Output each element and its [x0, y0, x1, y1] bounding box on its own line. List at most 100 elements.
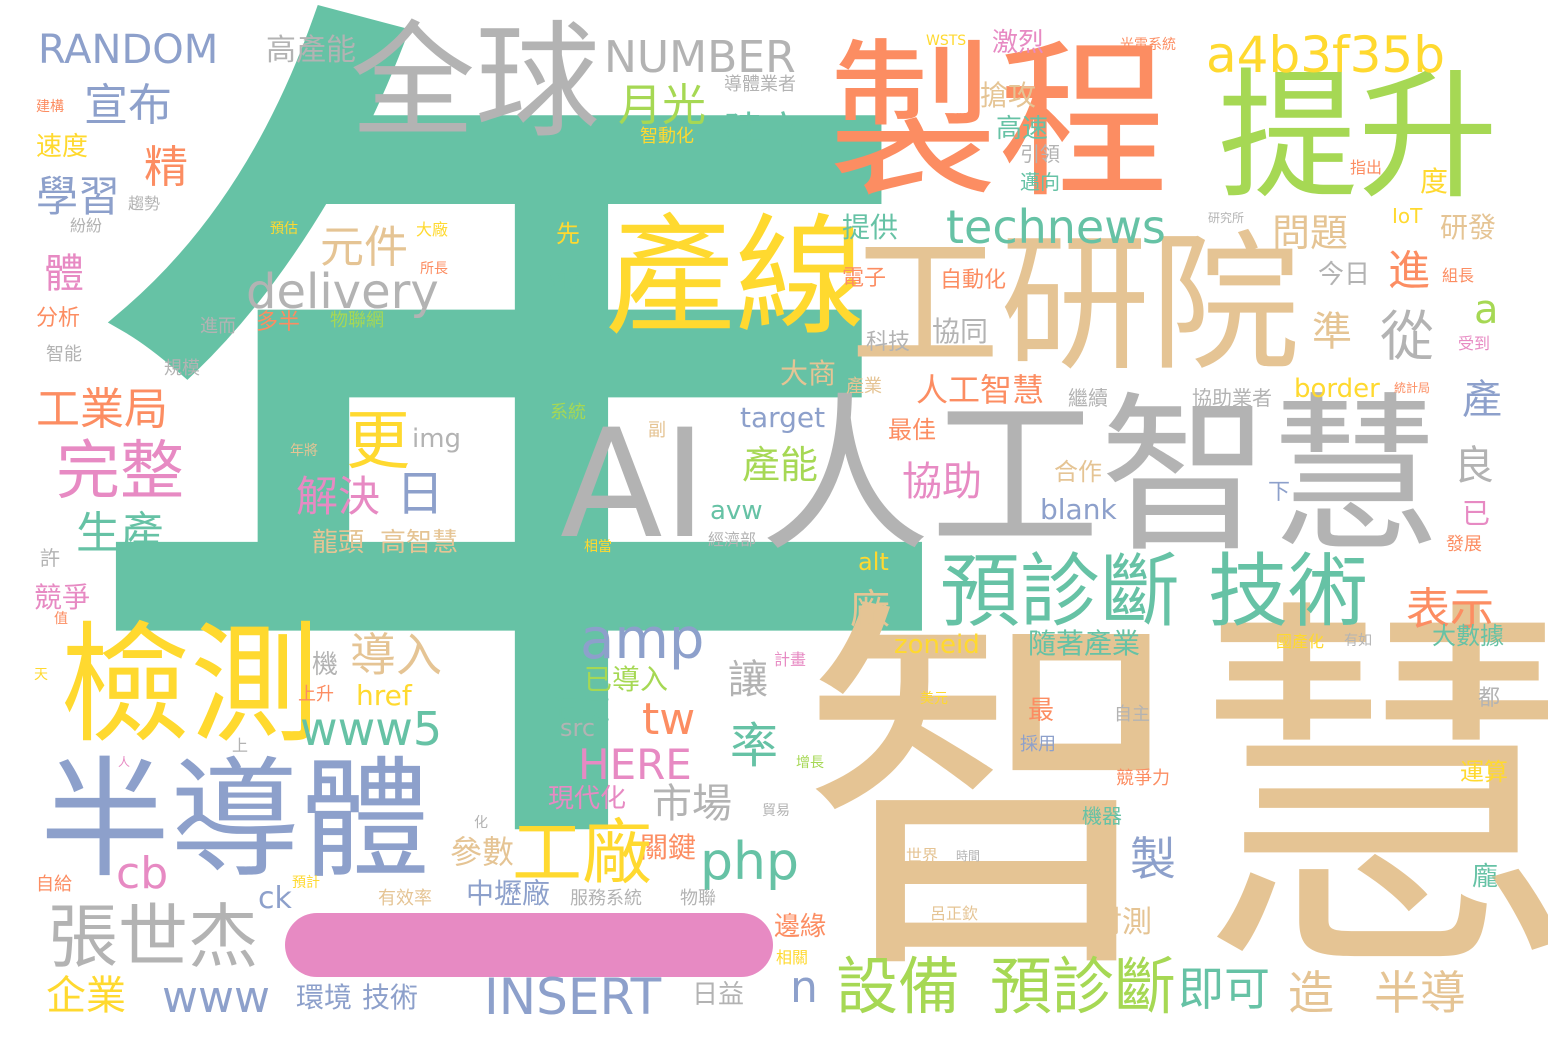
word-keji: 科技 — [866, 330, 911, 355]
word-jinri: 今日 — [1318, 260, 1371, 290]
word-zhineng: 智能 — [46, 344, 82, 365]
word-yunsuan: 運算 — [1460, 758, 1508, 786]
word-shichang: 市場 — [652, 781, 732, 827]
word-qianggong: 搶攻 — [980, 79, 1037, 112]
word-jianli: 建立 — [724, 109, 804, 155]
word-dou: 都 — [1478, 686, 1501, 711]
word-wulianwang: 物聯網 — [330, 310, 384, 331]
word-www: www — [162, 972, 270, 1023]
word-kexie: 協同 — [932, 315, 989, 348]
word-xia: 下 — [1268, 480, 1291, 505]
word-amp: amp — [580, 607, 705, 672]
word-daotiyezhe: 導體業者 — [724, 74, 796, 95]
word-yuanjian: 元件 — [320, 222, 408, 273]
word-random: RANDOM — [38, 27, 219, 73]
word-jishu: 技術 — [1208, 545, 1368, 638]
word-avw: avw — [710, 496, 763, 526]
word-zidonghua: 自動化 — [940, 268, 1007, 293]
word-changneng: 產能 — [742, 443, 819, 487]
word-geng: 更 — [346, 405, 410, 479]
word-gaosu: 高速 — [996, 114, 1049, 144]
word-jing: 精 — [144, 142, 188, 193]
word-href: href — [356, 679, 412, 712]
word-zao: 造 — [1288, 966, 1334, 1020]
word-du: 度 — [1420, 165, 1449, 198]
word-suduo: 速度 — [36, 132, 89, 162]
word-shoudao: 受到 — [1458, 334, 1491, 353]
word-ti: 體 — [44, 251, 84, 297]
word-fenxi: 分析 — [36, 306, 81, 331]
word-shizhi: 時間 — [956, 849, 981, 863]
word-ai: AI — [560, 398, 707, 572]
word-insert: INSERT — [484, 968, 662, 1026]
word-target: target — [740, 401, 826, 434]
word-img: img — [412, 424, 462, 454]
word-a: a — [1474, 287, 1499, 333]
word-a4b3f35b: a4b3f35b — [1206, 26, 1445, 84]
word-php: php — [700, 832, 799, 892]
word-zuzhang: 組長 — [1442, 266, 1475, 285]
word-zhongli: 中壢廠 — [466, 877, 551, 910]
word-duoban: 多半 — [256, 310, 301, 335]
word-yuzhenduan: 預診斷 — [940, 545, 1180, 638]
word-chanxian: 產線 — [605, 201, 866, 353]
word-bandao: 半導 — [1374, 966, 1466, 1020]
word-liang: 良 — [1454, 443, 1494, 489]
word-lvzhengqin: 呂正欽 — [930, 904, 979, 923]
word-zhicheng: 製程 — [828, 24, 1169, 222]
word-jihua: 計畫 — [774, 650, 807, 669]
word-yugu: 預估 — [270, 221, 298, 237]
word-yanfa: 研發 — [1440, 211, 1497, 244]
word-jiangou: 建構 — [36, 99, 64, 115]
word-xiezhu: 協助 — [902, 459, 982, 505]
word-shebei: 設備 — [836, 950, 961, 1023]
word-delivery: delivery — [246, 264, 439, 320]
word-chan: 產 — [1462, 377, 1502, 423]
word-chanye: 產業 — [846, 376, 882, 397]
word-zui: 最 — [1028, 696, 1055, 726]
word-jilie: 激烈 — [992, 28, 1045, 58]
word-jiejue: 解決 — [296, 472, 381, 521]
word-shijie: 世界 — [906, 846, 939, 865]
word-chang: 廠 — [850, 587, 890, 633]
word-ren: 人 — [118, 755, 131, 769]
word-here: HERE — [578, 740, 692, 789]
word-jixu: 繼續 — [1068, 386, 1108, 410]
word-riyi: 日益 — [692, 980, 745, 1010]
word-fuwu: 服務系統 — [570, 888, 642, 909]
word-xiandaihua: 現代化 — [548, 784, 627, 814]
word-jin: 進 — [1388, 246, 1431, 295]
word-tw: tw — [642, 694, 696, 745]
word-yi: 已 — [1462, 497, 1491, 530]
word-zengzhang: 增長 — [796, 755, 824, 771]
word-guochanhua: 國產化 — [1276, 632, 1325, 651]
word-wanzheng: 完整 — [56, 435, 184, 509]
word-technews: technews — [946, 200, 1166, 254]
word-shangsheng: 上升 — [298, 684, 334, 705]
word-zizhu: 自主 — [1114, 704, 1150, 725]
word-gongyanyuan: 工研院 — [850, 218, 1301, 392]
word-jiqi2: 機器 — [1082, 804, 1122, 828]
word-gaochanneng: 高產能 — [266, 33, 356, 68]
word-lv: 率 — [730, 718, 779, 774]
word-dachang: 大廠 — [416, 220, 449, 239]
word-zhihui: 智慧 — [800, 568, 1548, 1022]
word-ri: 日 — [396, 466, 445, 522]
word-dashuju: 大數據 — [1432, 622, 1504, 650]
word-gaoshu: 系統 — [550, 402, 586, 423]
word-zhi: 製 — [1130, 832, 1176, 886]
word-xiangdang: 相當 — [584, 539, 612, 555]
word-fenfen: 紛紛 — [70, 216, 103, 235]
word-nian: 年 — [88, 0, 948, 950]
word-jingjibu: 經濟部 — [708, 530, 757, 549]
word-yanjiusuo: 研究所 — [1208, 211, 1245, 225]
word-wangci: 網次 — [548, 272, 584, 293]
word-tigong: 提供 — [842, 211, 899, 244]
word-cong: 從 — [1380, 305, 1434, 368]
word-xuanbu: 宣布 — [84, 80, 172, 131]
word-longtou: 龍頭 — [312, 528, 365, 558]
word-guimo: 規模 — [164, 358, 200, 379]
word-bandaoti: 半導體 — [40, 744, 431, 896]
word-zhihuihua: 智動化 — [640, 126, 694, 147]
word-dianzi: 電子 — [842, 266, 887, 291]
